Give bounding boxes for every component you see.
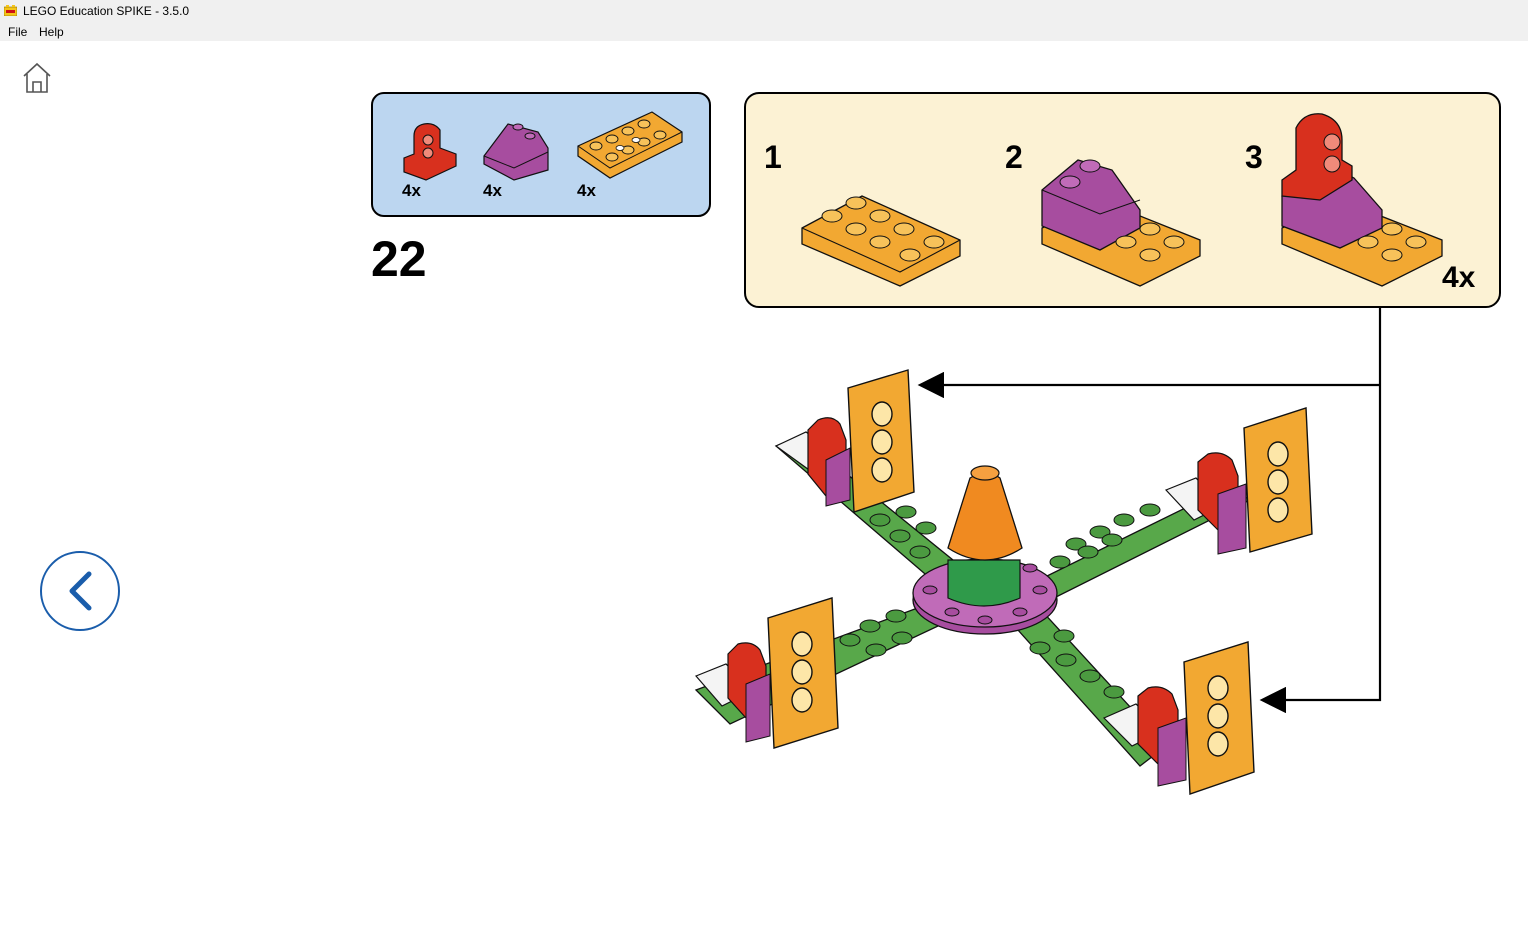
title-bar: LEGO Education SPIKE - 3.5.0 <box>0 0 1528 23</box>
part-qty-purple: 4x <box>483 181 502 200</box>
seat-back-left <box>807 369 915 513</box>
sub-step-1-number: 1 <box>764 139 782 175</box>
sub-step-3-image <box>1281 113 1443 287</box>
part-image-purple-slope <box>483 123 549 181</box>
part-image-orange-plate <box>577 111 683 179</box>
sub-step-1-image <box>801 195 961 287</box>
sub-assembly-panel: 1 2 3 <box>744 92 1501 308</box>
part-qty-orange: 4x <box>577 181 596 200</box>
parts-list-panel: 4x 4x 4x <box>371 92 711 217</box>
sub-step-3-number: 3 <box>1245 139 1263 175</box>
sub-step-2-number: 2 <box>1005 139 1023 175</box>
menu-help[interactable]: Help <box>39 25 64 39</box>
back-button[interactable] <box>40 551 120 631</box>
step-number: 22 <box>371 231 427 287</box>
seat-front-right <box>1137 641 1255 795</box>
model-illustration <box>694 369 1313 795</box>
menu-bar: File Help <box>0 23 1528 41</box>
sub-assembly-multiplier: 4x <box>1442 261 1476 294</box>
window-title: LEGO Education SPIKE - 3.5.0 <box>23 4 190 18</box>
callout-arrows <box>917 307 1382 714</box>
lego-app-icon <box>4 5 17 16</box>
seat-back-right <box>1197 407 1313 555</box>
home-icon[interactable] <box>22 62 52 94</box>
menu-file[interactable]: File <box>8 25 28 39</box>
sub-step-2-image <box>1041 159 1201 287</box>
part-qty-red: 4x <box>402 181 421 200</box>
chevron-left-icon <box>69 571 92 611</box>
part-image-red-connector <box>403 123 457 181</box>
cone <box>947 465 1023 607</box>
seat-front-left <box>727 597 839 749</box>
